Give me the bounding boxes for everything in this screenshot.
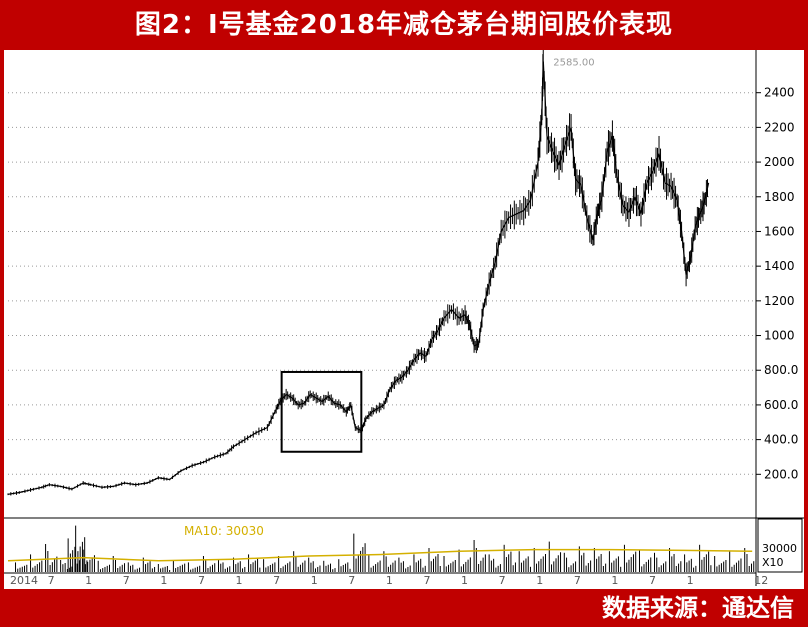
annotation-group: 2585.00 — [553, 57, 594, 68]
chart-title: 图2：I号基金2018年减仓茅台期间股价表现 — [134, 10, 674, 40]
x-tick-label: 7 — [123, 574, 130, 587]
x-axis: 2014 7 1 7 1 7 1 7 1 7 1 7 1 7 1 7 1 7 1 12 — [4, 572, 768, 587]
x-tick-label: 1 — [611, 574, 618, 587]
volume-ma-line — [7, 548, 753, 562]
y-tick-label: 800.0 — [764, 363, 798, 377]
volume-axis-box — [757, 518, 803, 573]
peak-annotation: 2585.00 — [553, 57, 594, 68]
volume-tick-label: 30000 — [762, 542, 797, 555]
x-tick-label: 1 — [687, 574, 694, 587]
y-tick-label: 600.0 — [764, 398, 798, 412]
chart-panel: 200.0 400.0 600.0 800.0 1000 1200 1400 1600 1800… — [4, 45, 804, 589]
price-grid — [8, 92, 756, 475]
x-tick-label: 7 — [48, 574, 55, 587]
x-tick-label: 1 — [386, 574, 393, 587]
x-tick-label: 1 — [536, 574, 543, 587]
x-tick-label: 1 — [160, 574, 167, 587]
volume-indicator-label: MA10: 30030 — [184, 524, 264, 538]
stock-chart: 200.0 400.0 600.0 800.0 1000 1200 1400 1600 1800… — [4, 45, 804, 587]
data-source: 数据来源：通达信 — [602, 594, 794, 622]
x-tick-label: 7 — [499, 574, 506, 587]
y-tick-label: 2000 — [764, 155, 795, 169]
y-tick-label: 1200 — [764, 294, 795, 308]
y-tick-label: 1800 — [764, 190, 795, 204]
x-tick-label: 12 — [754, 574, 768, 587]
price-y-axis: 200.0 400.0 600.0 800.0 1000 1200 1400 1600 1800… — [4, 50, 804, 586]
x-tick-label: 2014 — [10, 574, 38, 587]
volume-scale-label: X10 — [762, 556, 784, 569]
x-tick-label: 7 — [423, 574, 430, 587]
x-tick-label: 7 — [649, 574, 656, 587]
highlight-box — [280, 370, 363, 453]
x-tick-label: 7 — [348, 574, 355, 587]
x-tick-label: 1 — [311, 574, 318, 587]
y-tick-label: 1400 — [764, 259, 795, 273]
highlight-box-group — [280, 370, 363, 453]
x-tick-label: 1 — [85, 574, 92, 587]
y-tick-label: 2400 — [764, 86, 795, 100]
y-tick-label: 200.0 — [764, 467, 798, 481]
y-tick-label: 1600 — [764, 224, 795, 238]
x-tick-label: 1 — [236, 574, 243, 587]
x-tick-label: 7 — [273, 574, 280, 587]
x-tick-label: 1 — [461, 574, 468, 587]
y-tick-label: 1000 — [764, 329, 795, 343]
price-series — [7, 45, 710, 496]
y-tick-label: 2200 — [764, 120, 795, 134]
x-tick-label: 7 — [574, 574, 581, 587]
x-tick-label: 7 — [198, 574, 205, 587]
y-tick-label: 400.0 — [764, 433, 798, 447]
